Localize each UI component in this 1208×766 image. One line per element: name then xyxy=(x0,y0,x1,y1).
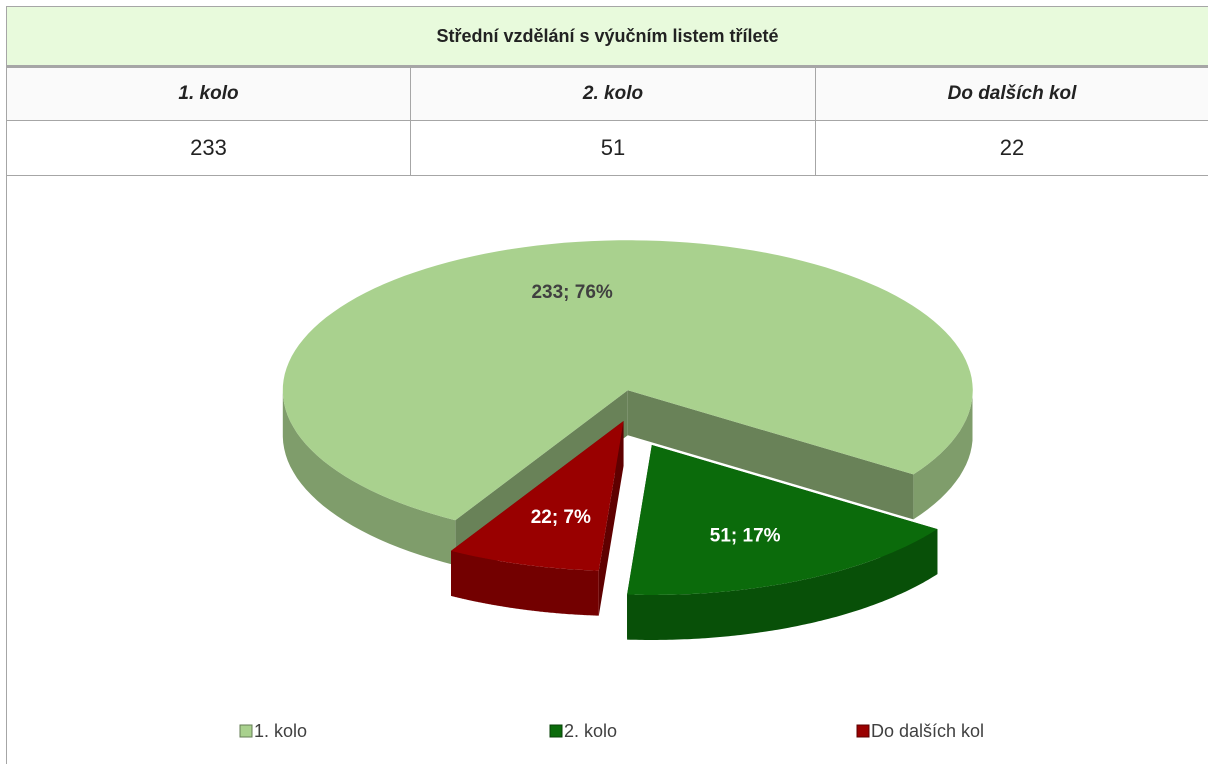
slice-side xyxy=(627,390,914,520)
table-title: Střední vzdělání s výučním listem třílet… xyxy=(6,6,1208,67)
slice xyxy=(451,421,624,571)
slice-wall xyxy=(627,529,938,640)
data-label: 233; 76% xyxy=(531,282,612,303)
legend-swatch xyxy=(549,724,563,738)
legend-label: 1. kolo xyxy=(254,721,307,741)
data-label: 51; 17% xyxy=(710,526,781,547)
legend-swatch xyxy=(239,724,253,738)
slice-wall xyxy=(282,391,456,566)
data-label: 22; 7% xyxy=(531,507,591,528)
slice xyxy=(282,240,973,521)
slice xyxy=(627,444,938,595)
value-cell: 233 xyxy=(6,120,411,176)
legend-label: 2. kolo xyxy=(564,721,617,741)
legend-label: Do dalších kol xyxy=(871,721,984,741)
slice-wall xyxy=(913,395,973,520)
slice-wall xyxy=(451,550,599,616)
header-cell: Do dalších kol xyxy=(815,65,1208,121)
value-cell: 22 xyxy=(815,120,1208,176)
value-cell: 51 xyxy=(410,120,816,176)
legend-swatch xyxy=(856,724,870,738)
